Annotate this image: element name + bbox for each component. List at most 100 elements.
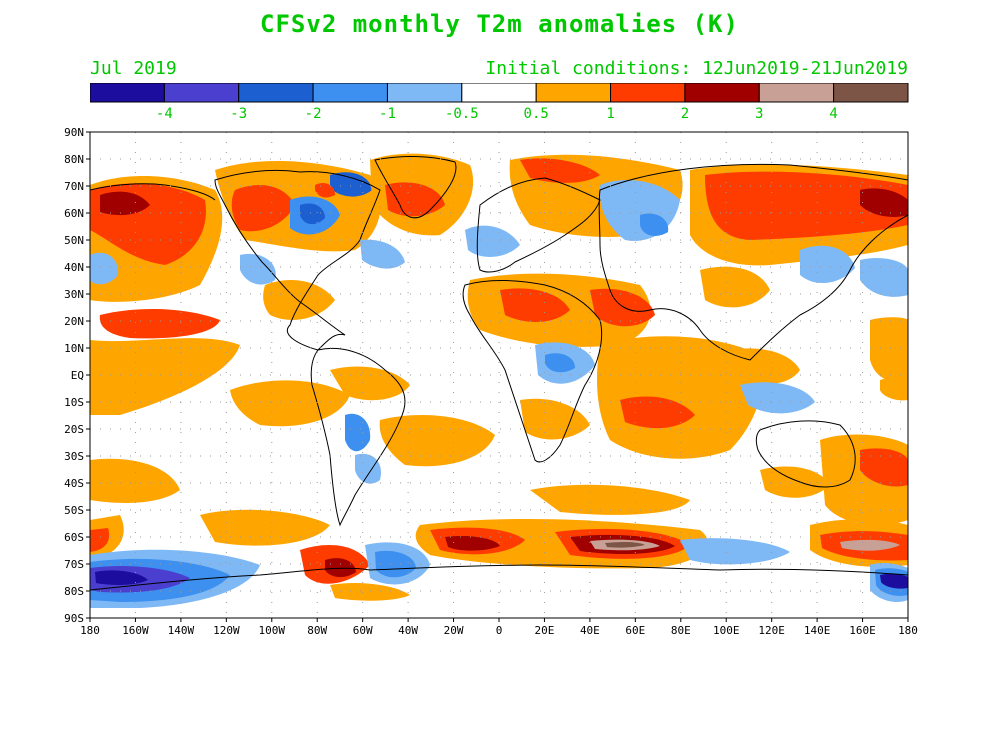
- cool-region: [545, 353, 575, 373]
- lon-label: 180: [80, 624, 100, 637]
- lat-label: 80N: [64, 153, 84, 166]
- lon-label: 160W: [122, 624, 149, 637]
- plot-frame: [89, 131, 909, 619]
- lon-labels: 180 160W 140W 120W 100W 80W 60W 40W 20W 0 20E 40E 60…: [80, 624, 918, 637]
- cool-region: [375, 550, 416, 578]
- lat-label: 30N: [64, 288, 84, 301]
- warm-region: [597, 336, 764, 459]
- warm-region: [705, 171, 908, 240]
- lat-label: 70S: [64, 558, 84, 571]
- coastline-antarctica: [90, 564, 908, 591]
- warm-region: [760, 466, 830, 498]
- lon-label: 0: [496, 624, 503, 637]
- lat-label: 80S: [64, 585, 84, 598]
- lon-label: 40W: [398, 624, 418, 637]
- anomaly-fields: [90, 153, 908, 608]
- warm-region: [200, 509, 330, 546]
- lon-label: 60W: [353, 624, 373, 637]
- lon-label: 20E: [535, 624, 555, 637]
- colorbar-legend: -4 -3 -2 -1 -0.5 0.5 1 2 3 4: [90, 83, 909, 122]
- coastline-australia: [755, 420, 856, 488]
- lat-label: 30S: [64, 450, 84, 463]
- lon-label: 160E: [849, 624, 876, 637]
- coastline-asia: [598, 163, 908, 361]
- cool-region: [465, 225, 520, 257]
- lon-label: 120W: [213, 624, 240, 637]
- lon-label: 80W: [307, 624, 327, 637]
- warm-region: [880, 377, 908, 401]
- cool-region: [300, 203, 325, 225]
- initial-conditions: Initial conditions: 12Jun2019-21Jun2019: [485, 58, 908, 79]
- cool-region: [640, 213, 669, 236]
- lat-label: 10S: [64, 396, 84, 409]
- lon-label: 80E: [671, 624, 691, 637]
- warm-region: [385, 182, 445, 217]
- colorbar-label: 3: [755, 106, 763, 122]
- lon-label: 100E: [713, 624, 740, 637]
- colorbar-label: -2: [305, 106, 322, 122]
- lat-label: EQ: [71, 369, 84, 382]
- cool-region: [95, 570, 148, 585]
- cool-region: [740, 382, 815, 414]
- graticule: [90, 132, 908, 618]
- colorbar-label: -3: [230, 106, 247, 122]
- lat-label: 10N: [64, 342, 84, 355]
- warm-region: [330, 583, 410, 601]
- cool-region: [240, 253, 276, 285]
- lat-label: 60N: [64, 207, 84, 220]
- warm-region: [231, 185, 295, 232]
- warm-region: [840, 539, 900, 551]
- map-title: CFSv2 monthly T2m anomalies (K): [260, 10, 739, 38]
- warm-region: [870, 317, 908, 382]
- warm-region: [860, 448, 908, 487]
- lon-label: 120E: [758, 624, 785, 637]
- cool-region: [880, 573, 908, 589]
- axis-ticks: [86, 131, 909, 622]
- colorbar-label: 0.5: [524, 106, 549, 122]
- warm-region: [263, 280, 335, 320]
- lon-label: 140W: [168, 624, 195, 637]
- cool-region: [800, 245, 855, 284]
- cool-region: [355, 453, 381, 484]
- colorbar-label: -0.5: [445, 106, 479, 122]
- colorbar-swatch: [833, 83, 909, 103]
- warm-region: [620, 396, 695, 429]
- coastline-europe: [476, 177, 601, 273]
- warm-region: [325, 558, 356, 578]
- lat-label: 40N: [64, 261, 84, 274]
- coastline-north-america: [214, 169, 381, 351]
- coastline-greenland: [374, 156, 457, 219]
- warm-region: [520, 398, 590, 440]
- warm-region: [590, 288, 655, 327]
- lat-label: 20N: [64, 315, 84, 328]
- lat-label: 20S: [64, 423, 84, 436]
- warm-region: [730, 348, 800, 384]
- lon-label: 180: [898, 624, 918, 637]
- colorbar-label: 4: [829, 106, 837, 122]
- lat-label: 50N: [64, 234, 84, 247]
- coastline-south-america: [310, 347, 406, 527]
- warm-region: [530, 484, 690, 515]
- warm-region: [315, 183, 335, 198]
- forecast-month: Jul 2019: [90, 58, 177, 79]
- warm-region: [90, 528, 110, 552]
- warm-region: [90, 458, 180, 503]
- warm-region: [860, 188, 908, 217]
- lat-label: 70N: [64, 180, 84, 193]
- lon-label: 140E: [804, 624, 831, 637]
- coastline-alaska: [90, 183, 216, 201]
- lon-label: 20W: [444, 624, 464, 637]
- warm-region: [445, 536, 500, 551]
- warm-region: [520, 158, 600, 183]
- cool-region: [90, 252, 119, 285]
- lat-label: 90N: [64, 126, 84, 139]
- lat-label: 40S: [64, 477, 84, 490]
- lat-label: 90S: [64, 612, 84, 625]
- warm-region: [500, 288, 570, 322]
- cool-region: [360, 239, 405, 269]
- lon-label: 100W: [259, 624, 286, 637]
- lat-label: 60S: [64, 531, 84, 544]
- colorbar-label: 1: [606, 106, 614, 122]
- lon-label: 60E: [625, 624, 645, 637]
